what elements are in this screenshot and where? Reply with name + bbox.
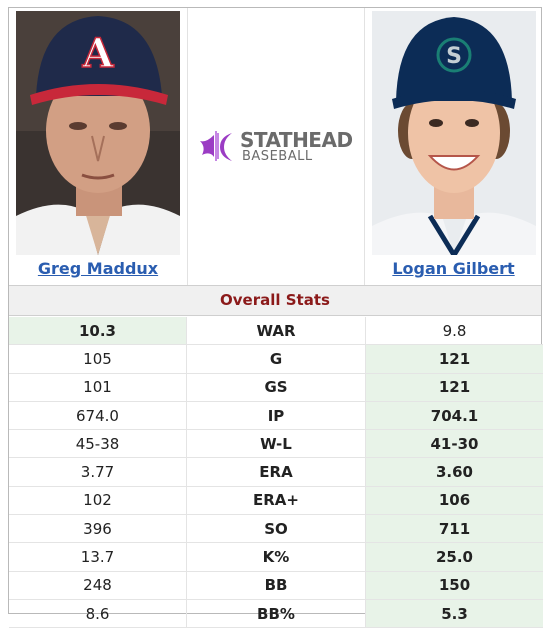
logan-gilbert-portrait: S	[372, 11, 536, 255]
stat-value-left: 10.3	[9, 317, 187, 346]
stat-label: W-L	[186, 429, 366, 459]
player-left: A Greg Maddux	[9, 8, 188, 285]
stat-row: 13.7 K% 25.0	[9, 542, 543, 572]
stat-row: 248 BB 150	[9, 571, 543, 600]
stat-label: GS	[186, 373, 366, 402]
stat-value-left: 13.7	[9, 542, 187, 572]
stat-label: BB	[186, 571, 366, 600]
stat-label: BB%	[186, 599, 366, 628]
stat-value-left: 45-38	[9, 429, 187, 459]
stat-label: K%	[186, 542, 366, 572]
stat-label: G	[186, 344, 366, 374]
stat-value-right: 106	[365, 486, 543, 516]
stat-value-left: 674.0	[9, 401, 187, 431]
stats-table: 10.3 WAR 9.8 105 G 121 101 GS 121 674.0 IP 704.1 45-…	[9, 317, 543, 628]
comparison-header: A Greg Maddux STATHEAD BASEBALL	[9, 8, 541, 285]
player-right: S Logan Gilbert	[364, 8, 542, 285]
stat-label: SO	[186, 514, 366, 544]
stat-label: ERA	[186, 457, 366, 487]
stat-value-left: 248	[9, 571, 187, 600]
stat-value-right: 121	[365, 373, 543, 402]
stathead-logo-icon	[200, 131, 232, 161]
stat-row: 101 GS 121	[9, 373, 543, 402]
stat-label: IP	[186, 401, 366, 431]
stat-value-left: 3.77	[9, 457, 187, 487]
stat-value-right: 121	[365, 344, 543, 374]
stat-row: 396 SO 711	[9, 514, 543, 544]
stat-value-left: 102	[9, 486, 187, 516]
stat-value-right: 711	[365, 514, 543, 544]
svg-text:S: S	[446, 44, 462, 69]
stat-label: WAR	[186, 317, 366, 346]
comparison-card: A Greg Maddux STATHEAD BASEBALL	[8, 7, 543, 628]
stat-value-left: 105	[9, 344, 187, 374]
stat-value-right: 41-30	[365, 429, 543, 459]
stat-value-right: 150	[365, 571, 543, 600]
player-photo-left[interactable]: A	[16, 11, 180, 255]
stat-row: 45-38 W-L 41-30	[9, 429, 543, 459]
overall-stats-title: Overall Stats	[9, 285, 541, 316]
stat-row: 8.6 BB% 5.3	[9, 599, 543, 628]
stat-value-right: 3.60	[365, 457, 543, 487]
stat-value-right: 704.1	[365, 401, 543, 431]
logo-sub-text: BASEBALL	[242, 149, 313, 164]
player-name-left[interactable]: Greg Maddux	[37, 259, 159, 278]
stat-row: 674.0 IP 704.1	[9, 401, 543, 431]
stat-value-right: 25.0	[365, 542, 543, 572]
stat-row: 10.3 WAR 9.8	[9, 317, 543, 346]
stat-value-right: 5.3	[365, 599, 543, 628]
stat-label: ERA+	[186, 486, 366, 516]
stat-value-left: 8.6	[9, 599, 187, 628]
stat-value-left: 101	[9, 373, 187, 402]
player-name-right[interactable]: Logan Gilbert	[392, 259, 515, 278]
svg-text:A: A	[81, 30, 114, 77]
player-photo-right[interactable]: S	[372, 11, 536, 255]
greg-maddux-portrait: A	[16, 11, 180, 255]
stat-row: 105 G 121	[9, 344, 543, 374]
stat-row: 102 ERA+ 106	[9, 486, 543, 516]
logo-main-text: STATHEAD	[240, 128, 353, 152]
stat-value-left: 396	[9, 514, 187, 544]
stathead-baseball-logo[interactable]: STATHEAD BASEBALL	[194, 125, 359, 165]
stat-row: 3.77 ERA 3.60	[9, 457, 543, 487]
stat-value-right: 9.8	[365, 317, 543, 346]
